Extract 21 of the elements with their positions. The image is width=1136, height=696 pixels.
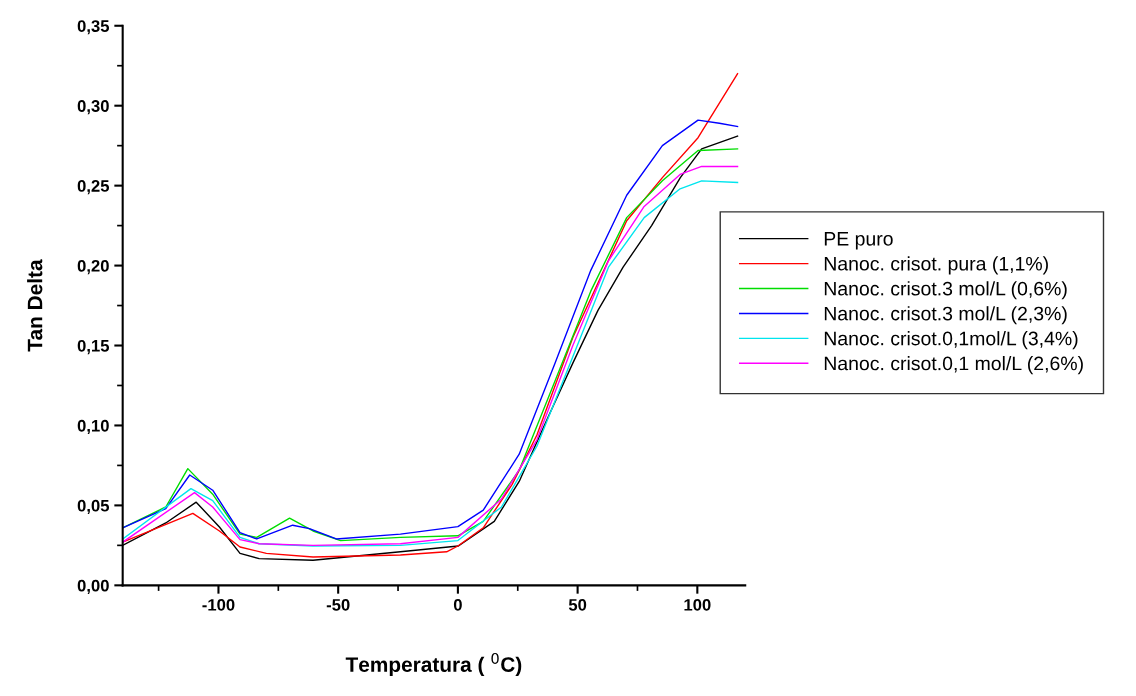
y-tick-label: 0,25	[77, 180, 110, 195]
x-tick-label: 50	[568, 598, 587, 611]
x-axis-title: Temperatura ( $^{0}$C)	[345, 652, 522, 677]
x-tick-label: 100	[684, 598, 711, 611]
legend-label: Nanoc. crisot.0,1mol/L (3,4%)	[824, 331, 1078, 350]
x-tick-label: -50	[326, 598, 350, 611]
y-tick-label: 0,15	[77, 339, 110, 355]
legend-label: Nanoc. crisot.0,1 mol/L (2,6%)	[824, 356, 1083, 375]
x-tick-label: 0	[453, 598, 462, 611]
y-tick-label: 0,05	[77, 499, 110, 515]
y-tick-label: 0,10	[77, 419, 109, 435]
legend-label: Nanoc. crisot. pura (1,1%)	[824, 256, 1048, 275]
legend-label: Nanoc. crisot.3 mol/L (0,6%)	[824, 281, 1067, 300]
y-tick-label: 0,30	[77, 100, 109, 115]
y-tick-label: 0,00	[77, 579, 109, 594]
legend-label: Nanoc. crisot.3 mol/L (2,3%)	[824, 306, 1067, 325]
legend-label: PE puro	[824, 232, 893, 250]
y-axis-title: Tan Delta	[27, 259, 43, 352]
x-tick-label: -100	[202, 598, 235, 611]
y-tick-label: 0,35	[77, 20, 110, 35]
y-tick-label: 0,20	[77, 259, 109, 275]
